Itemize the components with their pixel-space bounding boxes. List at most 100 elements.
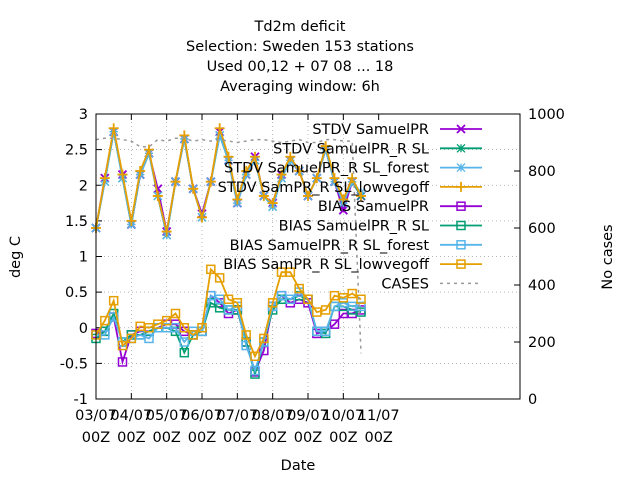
- data-point: [135, 166, 146, 176]
- data-point: [276, 267, 287, 277]
- data-point: [258, 190, 269, 201]
- x-tick-label: 10/07: [322, 408, 364, 424]
- data-point: [179, 337, 190, 347]
- data-point: [356, 294, 366, 304]
- data-point: [188, 330, 198, 340]
- data-point: [117, 169, 128, 180]
- x-axis-ticks: 03/0700Z04/0700Z05/0700Z06/0700Z07/0700Z…: [75, 114, 400, 446]
- data-point: [144, 333, 154, 344]
- x-tick-label: 08/07: [252, 408, 294, 424]
- x-tick-label-time: 00Z: [188, 430, 216, 446]
- data-point: [161, 323, 172, 333]
- legend-label: BIAS SamuelPR: [318, 199, 429, 215]
- data-point: [161, 226, 172, 237]
- data-point: [259, 333, 269, 344]
- y2-tick-label: 200: [528, 335, 556, 351]
- data-point: [188, 183, 199, 194]
- data-point: [144, 323, 154, 333]
- data-point: [303, 294, 313, 304]
- y-tick-label: -1: [74, 392, 88, 408]
- data-point: [338, 194, 349, 205]
- data-point: [170, 323, 181, 333]
- data-point: [100, 330, 110, 340]
- data-point: [320, 141, 331, 152]
- data-point: [179, 323, 190, 333]
- series-3: [91, 123, 366, 237]
- data-point: [294, 283, 304, 294]
- data-point: [338, 298, 349, 308]
- data-point: [329, 301, 340, 312]
- x-tick-label-time: 00Z: [223, 430, 251, 446]
- data-point: [329, 173, 340, 184]
- data-point: [329, 319, 340, 329]
- title-line-3: Used 00,12 + 07 08 ... 18: [207, 59, 394, 75]
- chart-title: Td2m deficit Selection: Sweden 153 stati…: [186, 19, 414, 95]
- data-point: [312, 307, 322, 317]
- data-point: [126, 215, 137, 226]
- legend-item: BIAS SamPR_R SL_lowvegoff: [223, 257, 482, 273]
- x-tick-label: 11/07: [358, 408, 400, 424]
- title-line-4: Averaging window: 6h: [220, 79, 380, 95]
- data-point: [232, 194, 243, 205]
- data-point: [276, 290, 287, 301]
- x-tick-label: 06/07: [181, 408, 223, 424]
- x-tick-label: 03/07: [75, 408, 117, 424]
- data-point: [223, 294, 234, 304]
- legend-item: BIAS SamuelPR_R SL_forest: [230, 238, 482, 254]
- data-point: [320, 305, 331, 315]
- data-point: [170, 176, 181, 187]
- x-tick-label: 09/07: [287, 408, 329, 424]
- series-layer: [91, 123, 366, 379]
- legend-label: BIAS SamuelPR_R SL: [279, 219, 429, 235]
- y2-tick-label: 1000: [528, 107, 565, 123]
- y-axis-ticks: -1 -0.5 0 0.5 1 1.5 2 2.5 3: [60, 107, 102, 408]
- grid: [96, 114, 520, 399]
- data-point: [108, 295, 119, 306]
- x-tick-label: 07/07: [216, 408, 258, 424]
- legend-item: BIAS SamuelPR: [318, 199, 482, 215]
- title-line-1: Td2m deficit: [254, 19, 346, 35]
- data-point: [303, 190, 313, 201]
- y-tick-label: 0: [79, 321, 88, 337]
- y2-axis-ticks: 0 200 400 600 800 1000: [514, 107, 565, 408]
- data-point: [294, 166, 305, 176]
- data-point: [205, 176, 216, 187]
- y-tick-label: 1: [79, 250, 88, 266]
- data-point: [356, 307, 366, 317]
- data-point: [250, 365, 260, 376]
- legend-item: STDV SamuelPR_R SL: [273, 141, 482, 157]
- legend-label: BIAS SamPR_R SL_lowvegoff: [223, 257, 430, 273]
- data-point: [347, 288, 357, 299]
- data-point: [179, 347, 190, 358]
- x-tick-label-time: 00Z: [258, 430, 286, 446]
- data-point: [117, 340, 128, 351]
- legend-label: STDV SamuelPR_R SL: [273, 141, 429, 157]
- legend-swatch-marker: [456, 220, 466, 231]
- x-tick-label-time: 00Z: [152, 430, 180, 446]
- legend-label: BIAS SamuelPR_R SL_forest: [230, 238, 430, 254]
- data-point: [170, 308, 181, 319]
- x-tick-label-time: 00Z: [294, 430, 322, 446]
- y-tick-label: -0.5: [60, 356, 88, 372]
- data-point: [214, 123, 225, 134]
- data-point: [285, 294, 296, 304]
- legend-swatch-marker: [456, 240, 466, 250]
- data-point: [338, 293, 349, 303]
- data-point: [356, 301, 366, 312]
- data-point: [215, 130, 225, 140]
- y-tick-label: 0.5: [65, 285, 88, 301]
- x-tick-label: 04/07: [110, 408, 152, 424]
- data-point: [206, 264, 216, 275]
- data-point: [99, 173, 110, 184]
- data-point: [108, 123, 119, 134]
- data-point: [250, 351, 260, 361]
- x-tick-label-time: 00Z: [329, 430, 357, 446]
- y-tick-label: 1.5: [65, 214, 88, 230]
- legend-item: STDV SamuelPR_R SL_forest: [224, 161, 482, 177]
- data-point: [126, 333, 137, 344]
- data-point: [320, 326, 331, 337]
- data-point: [100, 315, 110, 326]
- data-point: [347, 301, 357, 312]
- legend-label: STDV SamPR_R SL_lowvegoff: [218, 180, 430, 196]
